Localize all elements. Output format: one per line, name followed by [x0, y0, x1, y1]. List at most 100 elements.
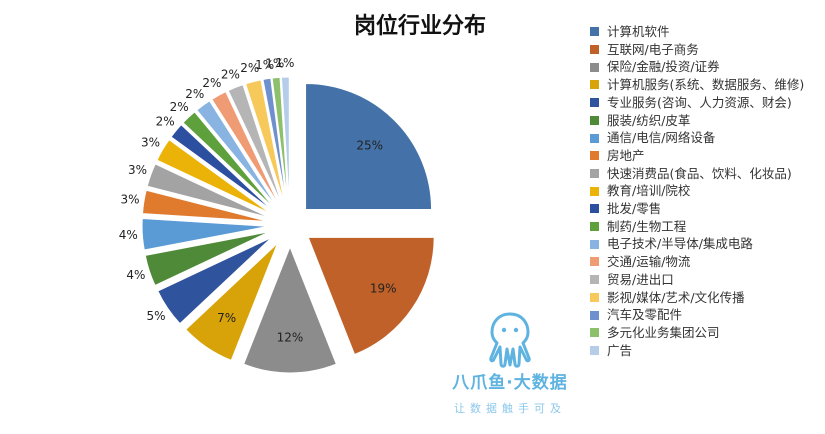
legend-item: 广告: [590, 342, 825, 360]
slice-label: 19%: [370, 281, 397, 295]
legend-label: 快速消费品(食品、饮料、化妆品): [607, 165, 792, 181]
pie-slice: [307, 236, 435, 356]
legend-swatch: [590, 257, 599, 267]
slice-label: 2%: [202, 76, 221, 90]
legend-label: 房地产: [607, 147, 645, 163]
legend-item: 电子技术/半导体/集成电路: [590, 235, 825, 253]
legend-label: 专业服务(咨询、人力资源、财会): [607, 94, 792, 110]
legend-swatch: [590, 62, 599, 72]
legend-label: 制药/生物工程: [607, 218, 687, 234]
legend-swatch: [590, 27, 599, 37]
slice-label: 2%: [240, 61, 259, 75]
slice-label: 12%: [277, 331, 304, 345]
legend-item: 多元化业务集团公司: [590, 324, 825, 342]
legend-label: 广告: [607, 342, 633, 358]
pie-slice: [185, 242, 279, 361]
legend-item: 计算机服务(系统、数据服务、维修): [590, 76, 825, 94]
legend-item: 教育/培训/院校: [590, 182, 825, 200]
watermark: 八爪鱼·大数据 让数据触手可及: [435, 312, 585, 416]
legend-swatch: [590, 168, 599, 178]
legend-swatch: [590, 346, 599, 355]
legend-item: 批发/零售: [590, 200, 825, 218]
legend-swatch: [590, 45, 599, 55]
legend-item: 制药/生物工程: [590, 218, 825, 236]
pie-slice: [182, 111, 276, 210]
legend-item: 计算机软件: [590, 23, 825, 41]
legend-label: 贸易/进出口: [607, 271, 674, 287]
legend-label: 保险/金融/投资/证券: [607, 59, 720, 75]
slice-label: 4%: [126, 268, 145, 282]
slice-label: 2%: [221, 67, 240, 81]
slice-label: 3%: [141, 136, 160, 150]
watermark-subtitle: 让数据触手可及: [454, 402, 566, 415]
legend-swatch: [590, 133, 599, 143]
legend-swatch: [590, 80, 599, 90]
legend-label: 批发/零售: [607, 201, 662, 217]
legend-item: 交通/运输/物流: [590, 253, 825, 271]
watermark-title: 八爪鱼·大数据: [452, 373, 568, 393]
legend-item: 专业服务(咨询、人力资源、财会): [590, 94, 825, 112]
legend-swatch: [590, 328, 599, 338]
legend-item: 通信/电信/网络设备: [590, 129, 825, 147]
legend-label: 交通/运输/物流: [607, 254, 691, 270]
legend-swatch: [590, 292, 599, 302]
slice-label: 7%: [217, 311, 236, 325]
legend-swatch: [590, 204, 599, 214]
legend-item: 互联网/电子商务: [590, 41, 825, 59]
slice-label: 1%: [275, 56, 294, 70]
legend-label: 通信/电信/网络设备: [607, 130, 716, 146]
slice-label: 3%: [128, 163, 147, 177]
legend-item: 保险/金融/投资/证券: [590, 58, 825, 76]
legend-item: 服装/纺织/皮革: [590, 112, 825, 130]
legend-item: 快速消费品(食品、饮料、化妆品): [590, 165, 825, 183]
legend-swatch: [590, 115, 599, 125]
legend-item: 贸易/进出口: [590, 271, 825, 289]
pie-slice: [141, 189, 269, 223]
legend-swatch: [590, 239, 599, 249]
legend-label: 互联网/电子商务: [607, 41, 699, 57]
legend-swatch: [590, 222, 599, 232]
legend-swatch: [590, 151, 599, 161]
slice-label: 2%: [156, 115, 175, 129]
slice-label: 1%: [255, 58, 274, 72]
chart-legend: 计算机软件 互联网/电子商务保险/金融/投资/证券计算机服务(系统、数据服务、维修…: [590, 23, 825, 359]
legend-label: 多元化业务集团公司: [607, 324, 720, 340]
pie-slice: [196, 100, 278, 208]
legend-label: 电子技术/半导体/集成电路: [607, 236, 753, 252]
legend-item: 汽车及零配件: [590, 306, 825, 324]
octopus-logo-icon: [489, 312, 531, 368]
legend-label: 影视/媒体/艺术/文化传播: [607, 289, 745, 305]
legend-item: 影视/媒体/艺术/文化传播: [590, 289, 825, 307]
pie-slice: [305, 82, 433, 210]
pie-slice: [262, 77, 288, 204]
legend-swatch: [590, 186, 599, 196]
legend-label: 计算机服务(系统、数据服务、维修): [607, 77, 805, 93]
slice-label: 4%: [119, 228, 138, 242]
pie-slice: [242, 245, 338, 374]
legend-label: 服装/纺织/皮革: [607, 112, 691, 128]
slice-label: 1%: [265, 57, 284, 71]
legend-item: 房地产: [590, 147, 825, 165]
pie-slice: [146, 163, 270, 219]
legend-label: 教育/培训/院校: [607, 183, 691, 199]
legend-swatch: [590, 98, 599, 108]
slice-label: 3%: [120, 193, 139, 207]
slice-label: 2%: [170, 100, 189, 114]
pie-slice: [144, 231, 270, 287]
pie-slice: [141, 217, 269, 251]
pie-slice: [271, 76, 289, 204]
slice-label: 25%: [356, 138, 383, 152]
chart-title: 岗位行业分布: [353, 14, 486, 39]
legend-label: 汽车及零配件: [607, 307, 683, 323]
pie-slice: [156, 139, 272, 215]
legend-swatch: [590, 275, 599, 285]
pie-slice: [227, 84, 283, 205]
pie-slice: [211, 91, 280, 206]
legend-swatch: [590, 310, 599, 320]
pie-slice: [157, 236, 273, 325]
pie-slice: [170, 124, 274, 212]
pie-slice: [244, 79, 286, 204]
pie-slice: [280, 76, 290, 204]
